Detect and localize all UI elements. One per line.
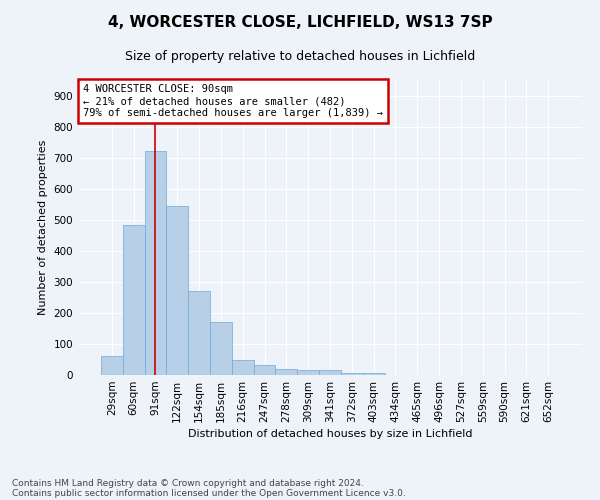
- Bar: [319, 370, 341, 375]
- Text: 4 WORCESTER CLOSE: 90sqm
← 21% of detached houses are smaller (482)
79% of semi-: 4 WORCESTER CLOSE: 90sqm ← 21% of detach…: [83, 84, 383, 117]
- Bar: [188, 290, 210, 375]
- Bar: [123, 226, 145, 375]
- X-axis label: Distribution of detached houses by size in Lichfield: Distribution of detached houses by size …: [188, 429, 472, 439]
- Bar: [363, 372, 385, 375]
- Bar: [101, 356, 123, 375]
- Y-axis label: Number of detached properties: Number of detached properties: [38, 140, 48, 315]
- Text: Contains HM Land Registry data © Crown copyright and database right 2024.: Contains HM Land Registry data © Crown c…: [12, 478, 364, 488]
- Bar: [341, 372, 363, 375]
- Text: 4, WORCESTER CLOSE, LICHFIELD, WS13 7SP: 4, WORCESTER CLOSE, LICHFIELD, WS13 7SP: [107, 15, 493, 30]
- Bar: [166, 206, 188, 375]
- Text: Contains public sector information licensed under the Open Government Licence v3: Contains public sector information licen…: [12, 488, 406, 498]
- Bar: [232, 360, 254, 375]
- Bar: [275, 369, 297, 375]
- Bar: [145, 152, 166, 375]
- Bar: [297, 370, 319, 375]
- Bar: [210, 322, 232, 375]
- Bar: [254, 365, 275, 375]
- Text: Size of property relative to detached houses in Lichfield: Size of property relative to detached ho…: [125, 50, 475, 63]
